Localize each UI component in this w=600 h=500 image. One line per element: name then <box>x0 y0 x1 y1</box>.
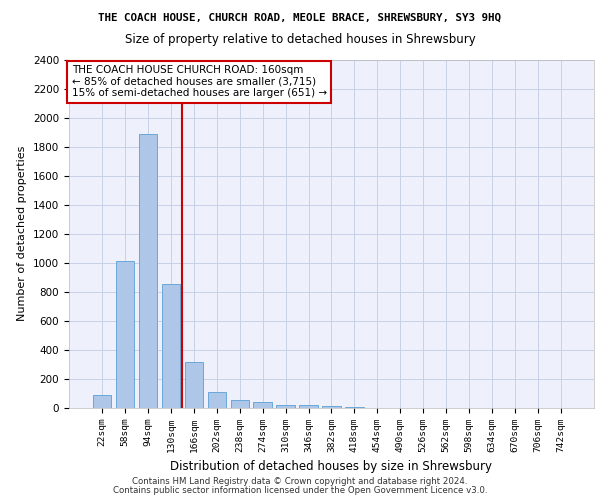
Bar <box>162 284 180 408</box>
Bar <box>230 400 249 407</box>
Text: Contains HM Land Registry data © Crown copyright and database right 2024.: Contains HM Land Registry data © Crown c… <box>132 477 468 486</box>
Bar <box>208 392 226 407</box>
X-axis label: Distribution of detached houses by size in Shrewsbury: Distribution of detached houses by size … <box>170 460 493 473</box>
Bar <box>93 395 111 407</box>
Bar <box>185 362 203 408</box>
Text: THE COACH HOUSE CHURCH ROAD: 160sqm
← 85% of detached houses are smaller (3,715): THE COACH HOUSE CHURCH ROAD: 160sqm ← 85… <box>71 65 327 98</box>
Bar <box>345 407 364 408</box>
Text: Contains public sector information licensed under the Open Government Licence v3: Contains public sector information licen… <box>113 486 487 495</box>
Text: THE COACH HOUSE, CHURCH ROAD, MEOLE BRACE, SHREWSBURY, SY3 9HQ: THE COACH HOUSE, CHURCH ROAD, MEOLE BRAC… <box>98 12 502 22</box>
Bar <box>322 406 341 407</box>
Bar <box>253 402 272 407</box>
Bar <box>277 404 295 407</box>
Bar <box>299 406 318 407</box>
Text: Size of property relative to detached houses in Shrewsbury: Size of property relative to detached ho… <box>125 32 475 46</box>
Bar <box>116 262 134 408</box>
Y-axis label: Number of detached properties: Number of detached properties <box>17 146 28 322</box>
Bar <box>139 134 157 407</box>
